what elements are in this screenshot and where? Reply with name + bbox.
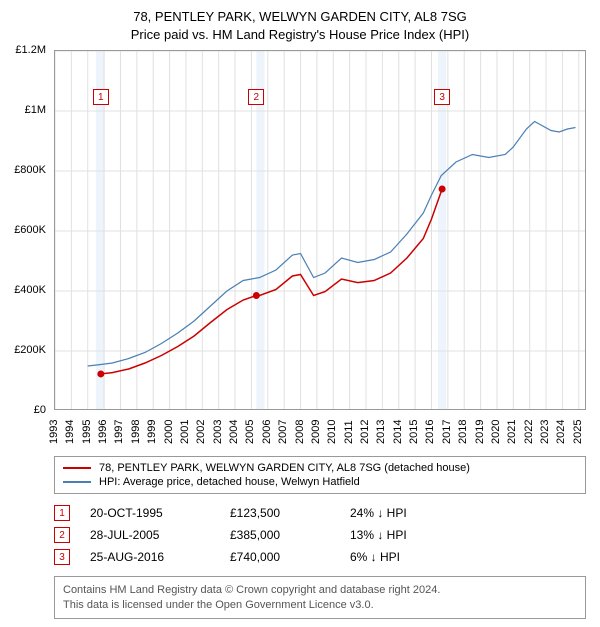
x-tick-label: 2016 — [424, 420, 436, 444]
transaction-badge: 2 — [54, 527, 70, 543]
plot-svg — [55, 51, 586, 410]
legend-swatch — [63, 481, 91, 483]
transaction-badge: 1 — [54, 505, 70, 521]
marker-badge: 3 — [434, 89, 450, 105]
x-tick-label: 2010 — [326, 420, 338, 444]
marker-badge: 1 — [93, 89, 109, 105]
transaction-row: 1 20-OCT-1995 £123,500 24% ↓ HPI — [54, 502, 586, 524]
x-tick-label: 2012 — [359, 420, 371, 444]
x-tick-label: 2006 — [261, 420, 273, 444]
x-tick-label: 2025 — [572, 420, 584, 444]
plot-area: 1 2 3 — [54, 50, 586, 410]
y-tick-label: £800K — [14, 164, 46, 176]
x-tick-label: 1996 — [97, 420, 109, 444]
transaction-hpi: 13% ↓ HPI — [350, 528, 470, 542]
x-tick-label: 2019 — [474, 420, 486, 444]
x-tick-label: 2005 — [244, 420, 256, 444]
x-tick-label: 2007 — [277, 420, 289, 444]
x-tick-label: 1993 — [48, 420, 60, 444]
transaction-date: 28-JUL-2005 — [90, 528, 210, 542]
legend: 78, PENTLEY PARK, WELWYN GARDEN CITY, AL… — [54, 456, 586, 494]
y-tick-label: £400K — [14, 284, 46, 296]
y-tick-label: £600K — [14, 224, 46, 236]
transaction-price: £123,500 — [230, 506, 330, 520]
legend-row: 78, PENTLEY PARK, WELWYN GARDEN CITY, AL… — [63, 461, 577, 475]
legend-swatch — [63, 467, 91, 469]
x-tick-label: 1995 — [81, 420, 93, 444]
x-axis-labels: 1993199419951996199719981999200020012002… — [54, 412, 586, 452]
x-tick-label: 2000 — [163, 420, 175, 444]
x-tick-label: 2022 — [523, 420, 535, 444]
x-tick-label: 2002 — [195, 420, 207, 444]
x-tick-label: 1994 — [64, 420, 76, 444]
x-tick-label: 2020 — [490, 420, 502, 444]
transaction-hpi: 6% ↓ HPI — [350, 550, 470, 564]
x-tick-label: 2014 — [392, 420, 404, 444]
x-tick-label: 2003 — [212, 420, 224, 444]
transaction-price: £385,000 — [230, 528, 330, 542]
x-tick-label: 2024 — [555, 420, 567, 444]
transaction-row: 3 25-AUG-2016 £740,000 6% ↓ HPI — [54, 546, 586, 568]
x-tick-label: 1997 — [113, 420, 125, 444]
license-line-2: This data is licensed under the Open Gov… — [63, 598, 577, 612]
x-tick-label: 2008 — [294, 420, 306, 444]
transaction-price: £740,000 — [230, 550, 330, 564]
x-tick-label: 2009 — [310, 420, 322, 444]
x-tick-label: 2013 — [375, 420, 387, 444]
x-tick-label: 2001 — [179, 420, 191, 444]
transaction-date: 20-OCT-1995 — [90, 506, 210, 520]
x-tick-label: 1998 — [130, 420, 142, 444]
x-tick-label: 1999 — [146, 420, 158, 444]
transaction-hpi: 24% ↓ HPI — [350, 506, 470, 520]
title-line-1: 78, PENTLEY PARK, WELWYN GARDEN CITY, AL… — [10, 8, 590, 26]
x-tick-label: 2015 — [408, 420, 420, 444]
x-tick-label: 2023 — [539, 420, 551, 444]
x-tick-label: 2011 — [343, 421, 355, 445]
y-tick-label: £0 — [34, 404, 46, 416]
y-tick-label: £200K — [14, 344, 46, 356]
transaction-row: 2 28-JUL-2005 £385,000 13% ↓ HPI — [54, 524, 586, 546]
chart-area: £0£200K£400K£600K£800K£1M£1.2M 123 19931… — [10, 50, 590, 450]
x-tick-label: 2017 — [441, 420, 453, 444]
x-tick-label: 2018 — [457, 420, 469, 444]
chart-container: 78, PENTLEY PARK, WELWYN GARDEN CITY, AL… — [0, 0, 600, 627]
license-line-1: Contains HM Land Registry data © Crown c… — [63, 583, 577, 597]
title-line-2: Price paid vs. HM Land Registry's House … — [10, 26, 590, 44]
marker-badge: 2 — [248, 89, 264, 105]
y-tick-label: £1.2M — [15, 44, 46, 56]
legend-label: 78, PENTLEY PARK, WELWYN GARDEN CITY, AL… — [99, 462, 470, 474]
license-box: Contains HM Land Registry data © Crown c… — [54, 576, 586, 619]
y-axis-labels: £0£200K£400K£600K£800K£1M£1.2M — [10, 50, 50, 410]
x-tick-label: 2021 — [506, 420, 518, 444]
transaction-date: 25-AUG-2016 — [90, 550, 210, 564]
x-tick-label: 2004 — [228, 420, 240, 444]
legend-row: HPI: Average price, detached house, Welw… — [63, 475, 577, 489]
y-tick-label: £1M — [25, 104, 46, 116]
legend-label: HPI: Average price, detached house, Welw… — [99, 476, 360, 488]
transaction-table: 1 20-OCT-1995 £123,500 24% ↓ HPI 2 28-JUL-200… — [54, 502, 586, 568]
title-block: 78, PENTLEY PARK, WELWYN GARDEN CITY, AL… — [10, 8, 590, 44]
transaction-badge: 3 — [54, 549, 70, 565]
